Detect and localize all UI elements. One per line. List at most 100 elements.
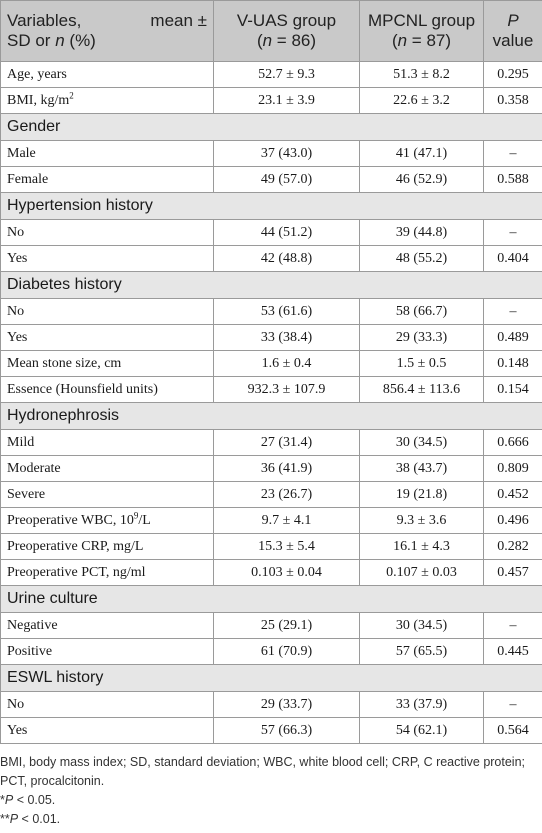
header-n-symbol: n [55, 31, 65, 50]
p-value-cell: 0.358 [483, 87, 542, 114]
vuas-value-cell: 29 (33.7) [213, 691, 360, 718]
mpcnl-value-cell: 29 (33.3) [359, 324, 484, 351]
row-label: Essence (Hounsfield units) [0, 376, 214, 403]
vuas-value-cell: 0.103 ± 0.04 [213, 559, 360, 586]
header-vuas-group: V-UAS group (n = 86) [213, 0, 360, 62]
row-label: Positive [0, 638, 214, 665]
header-variables: Variables, mean ± SD or n (%) [0, 0, 214, 62]
p-value-cell: 0.295 [483, 61, 542, 88]
table-row: Positive 61 (70.9) 57 (65.5) 0.445 [0, 638, 542, 665]
table-row: Preoperative CRP, mg/L 15.3 ± 5.4 16.1 ± 4… [0, 533, 542, 560]
footnote-significance-001: **P < 0.01. [0, 812, 61, 826]
mpcnl-value-cell: 33 (37.9) [359, 691, 484, 718]
mpcnl-value-cell: 41 (47.1) [359, 140, 484, 167]
header-vuas-n-value: = 86 [272, 31, 311, 50]
header-mpcnl-group: MPCNL group (n = 87) [359, 0, 484, 62]
header-vuas-n-symbol: n [262, 31, 273, 50]
table-row: Female 49 (57.0) 46 (52.9) 0.588 [0, 166, 542, 193]
section-title: ESWL history [0, 664, 542, 692]
section-title: Hypertension history [0, 192, 542, 220]
table-row: BMI, kg/m2 23.1 ± 3.9 22.6 ± 3.2 0.358 [0, 87, 542, 114]
row-label: Yes [0, 324, 214, 351]
p-value-cell: 0.489 [483, 324, 542, 351]
table-row: No 44 (51.2) 39 (44.8) – [0, 219, 542, 246]
header-sd-label: SD or [7, 31, 51, 50]
p-value-cell: 0.154 [483, 376, 542, 403]
row-label: Yes [0, 717, 214, 744]
vuas-value-cell: 44 (51.2) [213, 219, 360, 246]
vuas-value-cell: 23 (26.7) [213, 481, 360, 508]
table-footnotes: BMI, body mass index; SD, standard devia… [0, 744, 542, 829]
table-row: Negative 25 (29.1) 30 (34.5) – [0, 612, 542, 639]
table-row: Preoperative WBC, 109/L 9.7 ± 4.1 9.3 ± 3.… [0, 507, 542, 534]
section-header-row: Diabetes history [0, 271, 542, 299]
row-label: Mean stone size, cm [0, 350, 214, 377]
row-label: BMI, kg/m2 [0, 87, 214, 114]
p-value-cell: 0.404 [483, 245, 542, 272]
vuas-value-cell: 36 (41.9) [213, 455, 360, 482]
header-mean-label: mean ± [150, 11, 207, 30]
p-value-cell: – [483, 219, 542, 246]
mpcnl-value-cell: 46 (52.9) [359, 166, 484, 193]
p-value-cell: 0.457 [483, 559, 542, 586]
row-label: No [0, 298, 214, 325]
section-header-row: Urine culture [0, 585, 542, 613]
vuas-value-cell: 49 (57.0) [213, 166, 360, 193]
mpcnl-value-cell: 1.5 ± 0.5 [359, 350, 484, 377]
header-row: Variables, mean ± SD or n (%) V-UAS grou… [0, 0, 542, 62]
footnote-significance-005: *P < 0.05. [0, 793, 56, 807]
table-body: Age, years 52.7 ± 9.3 51.3 ± 8.2 0.295 BMI, … [0, 61, 542, 744]
section-header-row: Hydronephrosis [0, 402, 542, 430]
header-mpcnl-n-symbol: n [397, 31, 408, 50]
section-title: Urine culture [0, 585, 542, 613]
p-value-cell: 0.666 [483, 429, 542, 456]
row-label: Preoperative WBC, 109/L [0, 507, 214, 534]
row-label: No [0, 219, 214, 246]
header-mpcnl-n-value: = 87 [407, 31, 446, 50]
vuas-value-cell: 25 (29.1) [213, 612, 360, 639]
mpcnl-value-cell: 30 (34.5) [359, 612, 484, 639]
table-row: Yes 42 (48.8) 48 (55.2) 0.404 [0, 245, 542, 272]
header-vuas-name: V-UAS group [236, 11, 337, 30]
p-value-cell: 0.452 [483, 481, 542, 508]
vuas-value-cell: 53 (61.6) [213, 298, 360, 325]
table-row: Moderate 36 (41.9) 38 (43.7) 0.809 [0, 455, 542, 482]
mpcnl-value-cell: 30 (34.5) [359, 429, 484, 456]
header-value-label: value [492, 31, 534, 50]
row-label: No [0, 691, 214, 718]
vuas-value-cell: 37 (43.0) [213, 140, 360, 167]
mpcnl-value-cell: 856.4 ± 113.6 [359, 376, 484, 403]
row-label: Male [0, 140, 214, 167]
p-value-cell: 0.588 [483, 166, 542, 193]
mpcnl-value-cell: 51.3 ± 8.2 [359, 61, 484, 88]
p-value-cell: 0.282 [483, 533, 542, 560]
row-label: Preoperative PCT, ng/ml [0, 559, 214, 586]
table-row: Yes 33 (38.4) 29 (33.3) 0.489 [0, 324, 542, 351]
row-label: Moderate [0, 455, 214, 482]
table-row: Severe 23 (26.7) 19 (21.8) 0.452 [0, 481, 542, 508]
header-pct-label: (%) [69, 31, 96, 50]
section-header-row: Gender [0, 113, 542, 141]
vuas-value-cell: 932.3 ± 107.9 [213, 376, 360, 403]
p-value-cell: 0.445 [483, 638, 542, 665]
row-label: Negative [0, 612, 214, 639]
header-p-value: P value [483, 0, 542, 62]
table-row: Age, years 52.7 ± 9.3 51.3 ± 8.2 0.295 [0, 61, 542, 88]
vuas-value-cell: 1.6 ± 0.4 [213, 350, 360, 377]
mpcnl-value-cell: 0.107 ± 0.03 [359, 559, 484, 586]
mpcnl-value-cell: 38 (43.7) [359, 455, 484, 482]
table-row: Essence (Hounsfield units) 932.3 ± 107.9 8… [0, 376, 542, 403]
table-row: Mild 27 (31.4) 30 (34.5) 0.666 [0, 429, 542, 456]
p-value-cell: 0.564 [483, 717, 542, 744]
mpcnl-value-cell: 39 (44.8) [359, 219, 484, 246]
table-row: Preoperative PCT, ng/ml 0.103 ± 0.04 0.107… [0, 559, 542, 586]
table-row: Mean stone size, cm 1.6 ± 0.4 1.5 ± 0.5 0.1… [0, 350, 542, 377]
mpcnl-value-cell: 22.6 ± 3.2 [359, 87, 484, 114]
section-header-row: ESWL history [0, 664, 542, 692]
mpcnl-value-cell: 58 (66.7) [359, 298, 484, 325]
section-header-row: Hypertension history [0, 192, 542, 220]
vuas-value-cell: 23.1 ± 3.9 [213, 87, 360, 114]
mpcnl-value-cell: 54 (62.1) [359, 717, 484, 744]
row-label: Yes [0, 245, 214, 272]
